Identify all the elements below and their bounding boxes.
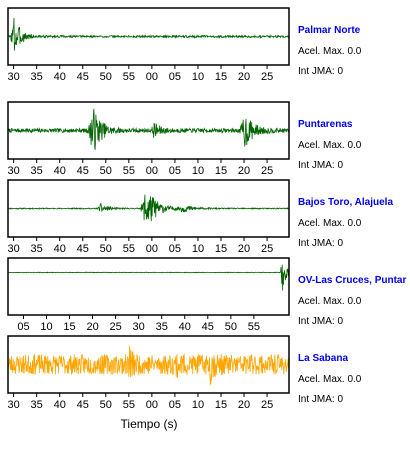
x-tick-label: 35 (31, 243, 43, 255)
x-tick-label: 10 (192, 399, 204, 411)
x-tick-label: 05 (169, 243, 181, 255)
series-trace-1 (7, 108, 290, 150)
x-tick-label: 10 (192, 165, 204, 177)
x-tick-label: 20 (238, 165, 250, 177)
x-tick-label: 55 (123, 165, 135, 177)
x-tick-label: 05 (17, 321, 29, 333)
x-tick-label: 55 (123, 399, 135, 411)
x-tick-label: 45 (77, 399, 89, 411)
x-tick-label: 40 (54, 243, 66, 255)
x-tick-label: 40 (54, 165, 66, 177)
x-tick-label: 20 (86, 321, 98, 333)
x-tick-label: 20 (238, 71, 250, 83)
x-tick-label: 40 (54, 71, 66, 83)
x-tick-label: 35 (156, 321, 168, 333)
station-name: OV-Las Cruces, Puntar (298, 275, 406, 286)
x-tick-label: 25 (261, 243, 273, 255)
station-max-accel: Acel. Max. 0.0 (298, 140, 362, 151)
x-tick-label: 55 (248, 321, 260, 333)
panel-frame-3 (7, 257, 290, 316)
x-tick-label: 20 (238, 399, 250, 411)
x-tick-label: 35 (31, 71, 43, 83)
x-axis-title: Tiempo (s) (121, 417, 178, 431)
series-trace-0 (7, 17, 290, 51)
x-tick-label: 40 (54, 399, 66, 411)
x-tick-label: 15 (215, 399, 227, 411)
series-trace-2 (7, 194, 290, 222)
x-tick-label: 55 (123, 243, 135, 255)
x-tick-label: 10 (40, 321, 52, 333)
x-tick-label: 50 (100, 243, 112, 255)
station-jma-intensity: Int JMA: 0 (298, 66, 343, 77)
station-name: Bajos Toro, Alajuela (298, 197, 393, 208)
x-tick-label: 45 (77, 165, 89, 177)
panel-frame-1 (7, 101, 290, 160)
station-jma-intensity: Int JMA: 0 (298, 160, 343, 171)
station-name: Palmar Norte (298, 25, 361, 36)
x-tick-label: 15 (215, 165, 227, 177)
series-trace-3 (7, 264, 290, 291)
station-jma-intensity: Int JMA: 0 (298, 394, 343, 405)
x-tick-label: 00 (146, 243, 158, 255)
x-tick-label: 50 (100, 165, 112, 177)
series-trace-4 (7, 345, 290, 386)
x-tick-label: 35 (31, 399, 43, 411)
station-max-accel: Acel. Max. 0.0 (298, 374, 362, 385)
x-tick-label: 05 (169, 165, 181, 177)
station-name: La Sabana (298, 353, 348, 364)
x-tick-label: 50 (100, 399, 112, 411)
x-tick-label: 40 (179, 321, 191, 333)
x-tick-label: 00 (146, 399, 158, 411)
panel-frame-4 (7, 335, 290, 394)
x-tick-label: 15 (63, 321, 75, 333)
x-tick-label: 25 (261, 71, 273, 83)
station-name: Puntarenas (298, 119, 353, 130)
x-tick-label: 25 (109, 321, 121, 333)
x-tick-label: 05 (169, 71, 181, 83)
station-jma-intensity: Int JMA: 0 (298, 316, 343, 327)
station-max-accel: Acel. Max. 0.0 (298, 218, 362, 229)
x-tick-label: 20 (238, 243, 250, 255)
x-tick-label: 15 (215, 243, 227, 255)
x-tick-label: 30 (7, 243, 19, 255)
station-max-accel: Acel. Max. 0.0 (298, 296, 362, 307)
x-tick-label: 50 (225, 321, 237, 333)
x-tick-label: 25 (261, 399, 273, 411)
x-tick-label: 00 (146, 71, 158, 83)
x-tick-label: 05 (169, 399, 181, 411)
x-tick-label: 15 (215, 71, 227, 83)
x-tick-label: 45 (77, 243, 89, 255)
x-tick-label: 10 (192, 243, 204, 255)
x-tick-label: 30 (7, 399, 19, 411)
panel-frame-0 (7, 7, 290, 66)
panel-background-3 (8, 258, 289, 315)
x-tick-label: 00 (146, 165, 158, 177)
x-tick-label: 50 (100, 71, 112, 83)
x-tick-label: 35 (31, 165, 43, 177)
x-tick-label: 30 (133, 321, 145, 333)
x-tick-label: 25 (261, 165, 273, 177)
station-max-accel: Acel. Max. 0.0 (298, 46, 362, 57)
x-tick-label: 45 (202, 321, 214, 333)
x-tick-label: 10 (192, 71, 204, 83)
x-tick-label: 30 (7, 165, 19, 177)
x-tick-label: 30 (7, 71, 19, 83)
x-tick-label: 55 (123, 71, 135, 83)
x-tick-label: 45 (77, 71, 89, 83)
panel-frame-2 (7, 179, 290, 238)
station-jma-intensity: Int JMA: 0 (298, 238, 343, 249)
